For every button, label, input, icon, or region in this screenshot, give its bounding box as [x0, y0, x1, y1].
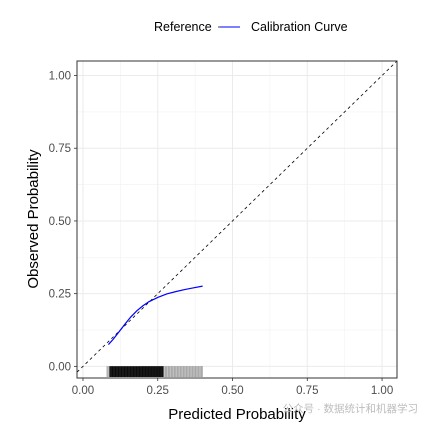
grid-minor [77, 61, 397, 378]
x-tick-label: 0.25 [147, 385, 169, 397]
x-axis-title: Predicted Probability [168, 406, 306, 423]
watermark: 公众号 · 数据统计和机器学习 [283, 402, 418, 415]
y-tick-label: 0.25 [49, 289, 71, 301]
legend-label-reference: Reference [154, 20, 212, 34]
x-tick-label: 0.00 [72, 385, 94, 397]
x-tick-label: 1.00 [371, 385, 393, 397]
series-lines [76, 60, 398, 373]
plot-panel [76, 60, 398, 379]
legend-label-calibration-curve: Calibration Curve [251, 20, 348, 34]
y-tick-label: 0.50 [49, 216, 71, 228]
series-line-calibration-curve [107, 285, 203, 345]
rug-marks [106, 366, 203, 377]
series-line-reference [76, 60, 398, 373]
panel-border [76, 60, 398, 379]
y-tick-label: 0.00 [49, 361, 71, 373]
x-tick-label: 0.75 [296, 385, 318, 397]
x-tick-label: 0.50 [221, 385, 243, 397]
y-axis-title: Observed Probability [25, 149, 42, 289]
legend: Reference Calibration Curve [154, 20, 348, 34]
y-tick-label: 0.75 [49, 143, 71, 155]
y-axis-ticks: 0.00 0.25 0.50 0.75 1.00 [49, 71, 77, 373]
x-axis-ticks: 0.00 0.25 0.50 0.75 1.00 [72, 378, 393, 397]
y-tick-label: 1.00 [49, 71, 71, 83]
